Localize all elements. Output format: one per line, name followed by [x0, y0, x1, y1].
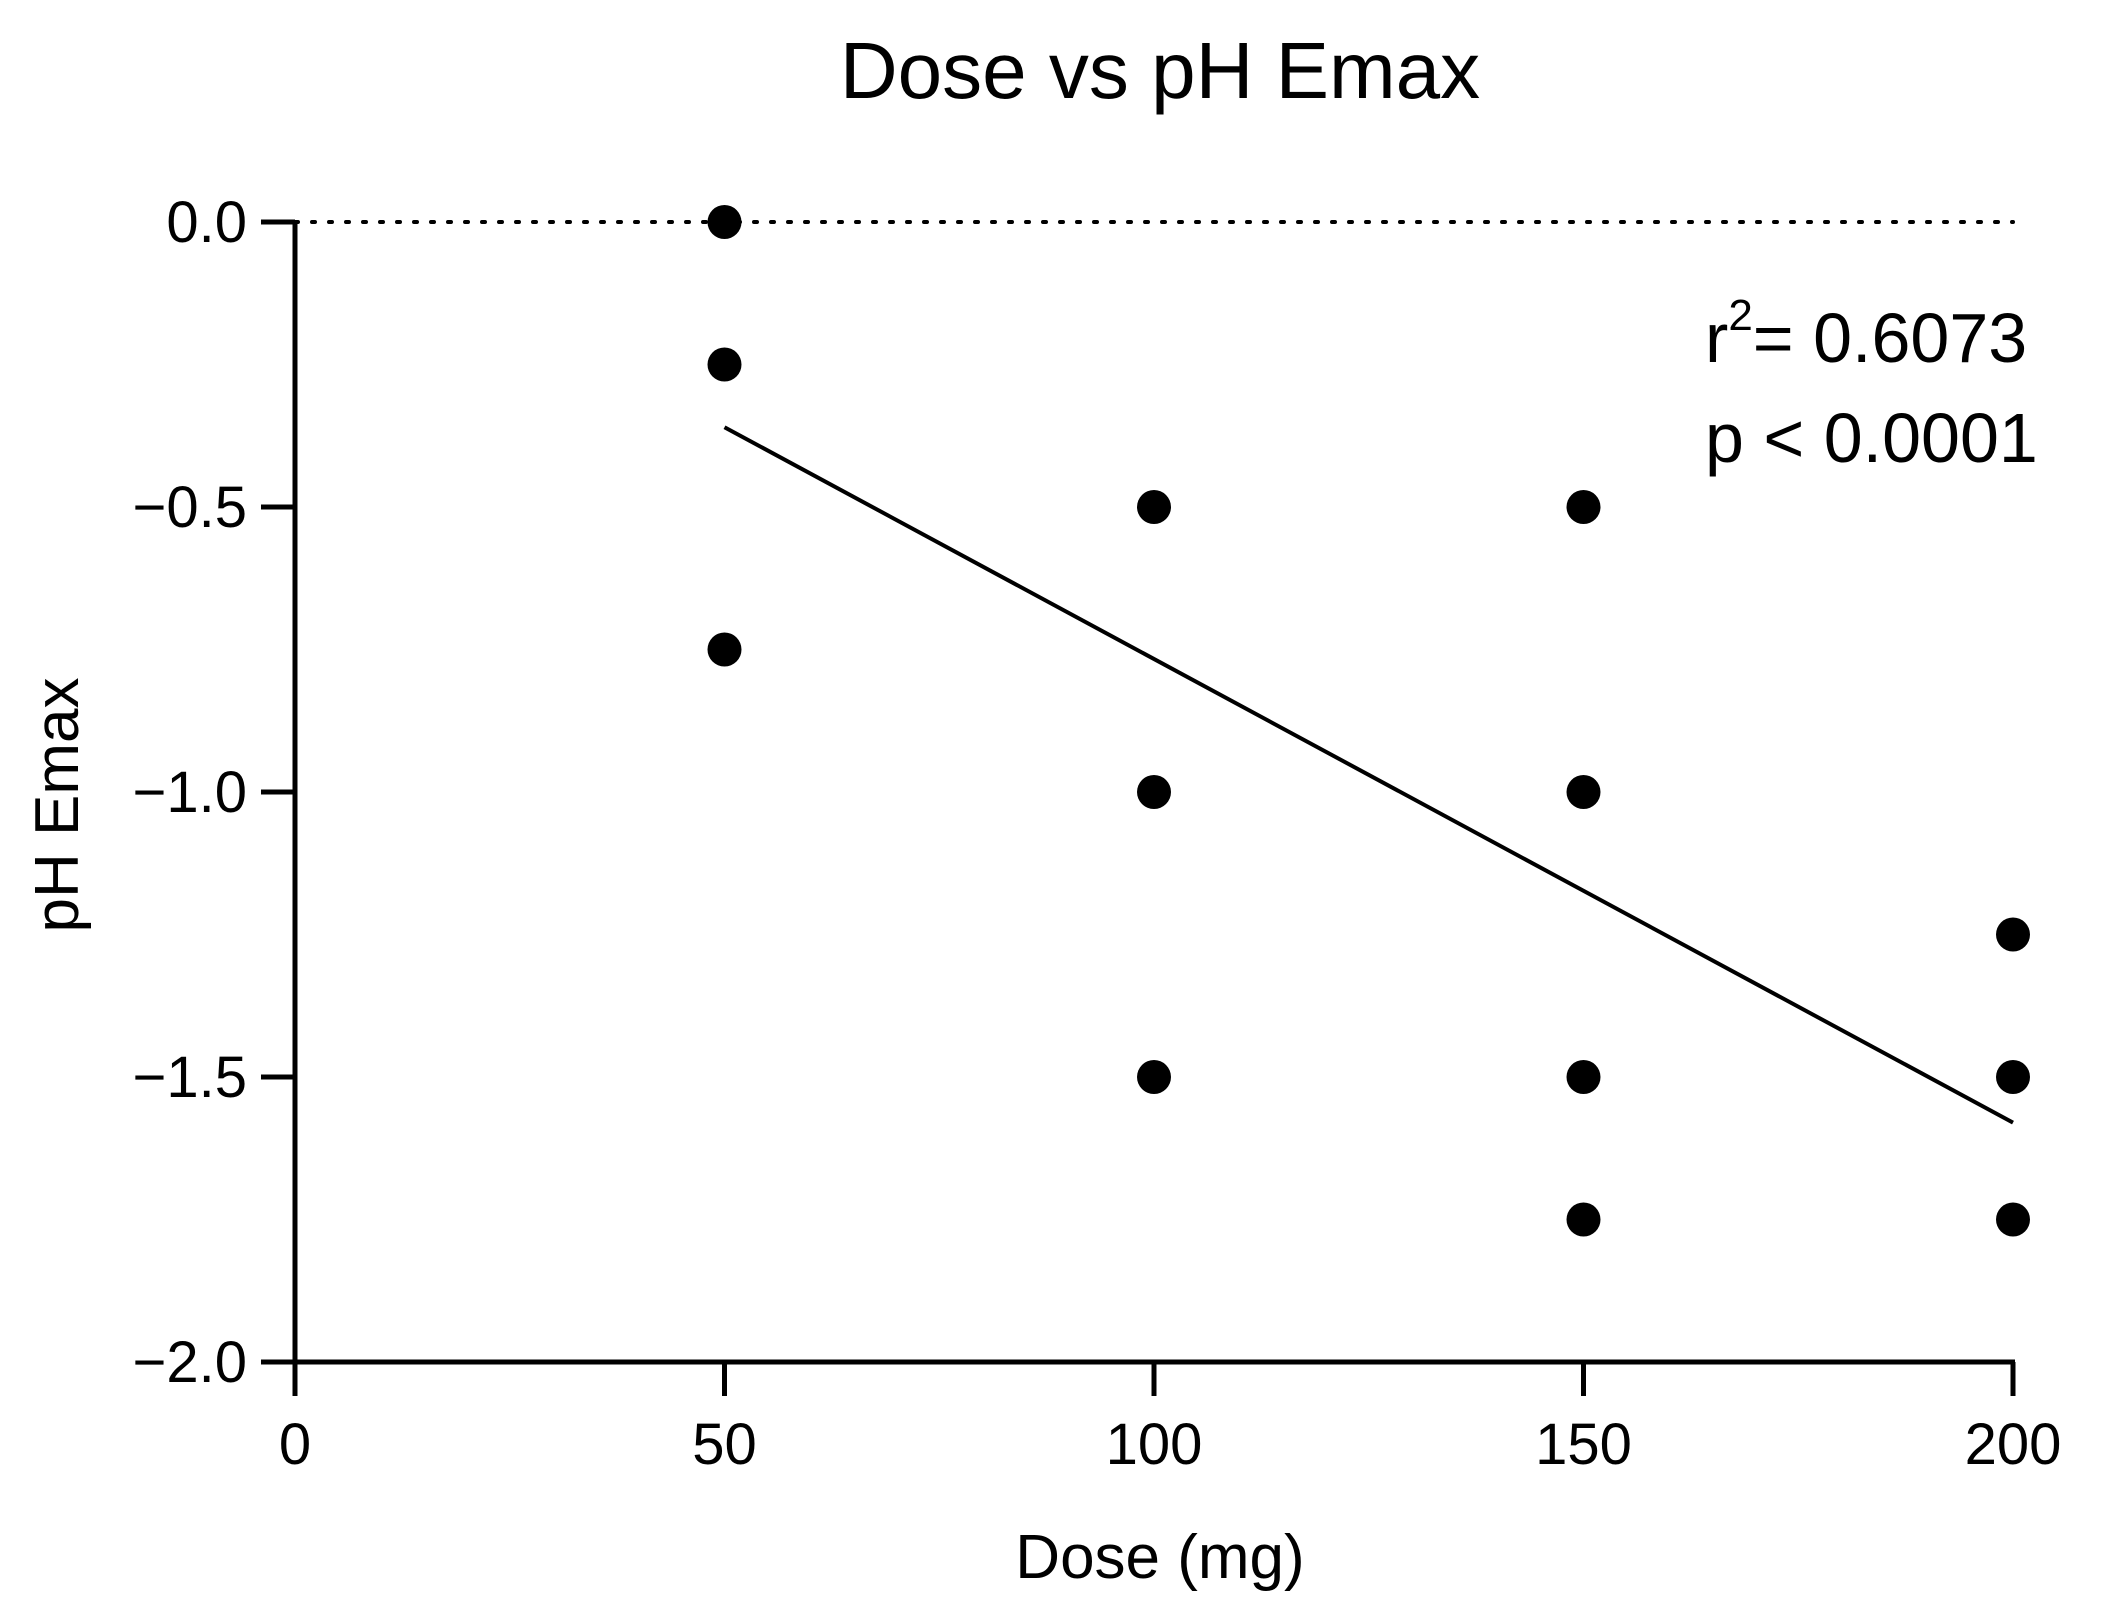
y-tick-label: −1.5	[133, 1045, 248, 1110]
data-point	[1566, 775, 1601, 809]
data-point	[1566, 1202, 1601, 1237]
data-point	[1137, 775, 1171, 809]
axes-layer: 0.0 −0.5 −1.0 −1.5 −2.0 0 50 100 150 200	[133, 190, 2062, 1477]
stats-annotation: r2= 0.6073 p < 0.0001	[1705, 291, 2038, 477]
data-point	[707, 205, 742, 239]
data-point	[1996, 917, 2030, 952]
y-axis-label: pH Emax	[23, 678, 92, 933]
data-point	[1137, 490, 1171, 524]
data-points-layer	[707, 205, 2030, 1237]
regression-line-layer	[723, 425, 2014, 1125]
y-tick-label: 0.0	[166, 190, 247, 255]
y-tick-label: −0.5	[133, 475, 248, 540]
r-symbol: r	[1705, 299, 1728, 377]
data-point	[1996, 1060, 2030, 1094]
x-tick-label: 100	[1106, 1412, 1203, 1477]
x-tick-label: 50	[692, 1412, 757, 1477]
r-squared-value: = 0.6073	[1753, 299, 2027, 377]
r-squared-annotation: r2= 0.6073	[1705, 291, 2027, 377]
data-point	[1566, 1060, 1601, 1094]
x-tick-label: 0	[279, 1412, 311, 1477]
data-point	[707, 347, 742, 382]
data-point	[1996, 1202, 2030, 1237]
data-point	[707, 632, 742, 667]
data-point	[1137, 1060, 1171, 1094]
p-value-annotation: p < 0.0001	[1705, 399, 2038, 477]
regression-line	[723, 425, 2014, 1125]
x-tick-label: 150	[1535, 1412, 1632, 1477]
chart-title: Dose vs pH Emax	[840, 26, 1480, 115]
data-point	[1566, 490, 1601, 524]
y-tick-label: −2.0	[133, 1330, 248, 1395]
x-tick-label: 200	[1965, 1412, 2062, 1477]
r-exponent: 2	[1728, 291, 1752, 340]
x-axis-label: Dose (mg)	[1015, 1523, 1304, 1592]
y-tick-label: −1.0	[133, 760, 248, 825]
